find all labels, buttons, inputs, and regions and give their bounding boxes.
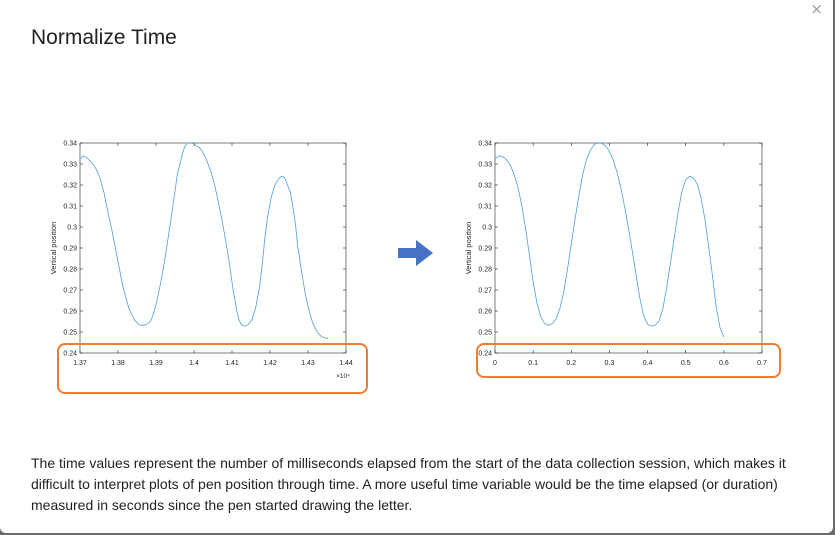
y-tick-label: 0.27 [63, 288, 77, 295]
right-arrow-icon [398, 240, 433, 266]
x-tick-label: 1.4 [189, 360, 199, 367]
chart-normalized-time: 0 0.1 0.2 0.3 0.4 0.5 0.6 0.7 0.24 0.25 0.26 0.27 0.… [464, 141, 767, 368]
y-tick-label: 0.28 [63, 267, 77, 274]
y-tick-label: 0.29 [478, 246, 492, 253]
x-tick-label: 1.42 [263, 360, 277, 367]
plot-frame [79, 142, 347, 354]
y-tick-label: 0.28 [478, 267, 492, 274]
y-tick-label: 0.24 [478, 351, 492, 358]
y-tick-label: 0.33 [63, 162, 77, 169]
x-tick-label: 0.4 [643, 360, 653, 367]
x-tick-label: 1.39 [149, 360, 163, 367]
y-tick-label: 0.3 [482, 225, 492, 232]
y-axis-label: Vertical position [464, 222, 473, 275]
x-tick-label: 1.43 [301, 360, 315, 367]
x-tick-label: 0.6 [719, 360, 729, 367]
y-tick-label: 0.32 [478, 183, 492, 190]
dialog-title: Normalize Time [31, 26, 177, 49]
y-tick-label: 0.26 [478, 309, 492, 316]
x-tick-label: 0.7 [757, 360, 767, 367]
x-tick-label: 1.38 [111, 360, 125, 367]
y-tick-label: 0.29 [63, 246, 77, 253]
y-tick-label: 0.34 [478, 141, 492, 148]
plot-frame [494, 142, 763, 354]
chart-original-time: 1.37 1.38 1.39 1.4 1.41 1.42 1.43 1.44 0.24 0.25 0… [49, 141, 353, 381]
close-icon[interactable]: × [810, 0, 823, 18]
highlight-box-normalized-axis [476, 343, 781, 378]
x-tick-label: 0.3 [605, 360, 615, 367]
y-tick-label: 0.34 [63, 141, 77, 148]
x-tick-label: 0 [493, 360, 497, 367]
description-text: The time values represent the number of … [31, 455, 786, 513]
x-tick-label: 0.5 [681, 360, 691, 367]
x-tick-label: 0.2 [566, 360, 576, 367]
x-tick-label: 1.41 [225, 360, 239, 367]
highlight-box-original-axis [57, 343, 368, 394]
y-tick-label: 0.26 [63, 309, 77, 316]
y-tick-label: 0.25 [63, 330, 77, 337]
x-tick-label: 0.1 [528, 360, 538, 367]
series-line [80, 142, 329, 339]
y-tick-label: 0.25 [478, 330, 492, 337]
y-axis-label: Vertical position [49, 222, 58, 275]
y-tick-label: 0.31 [63, 204, 77, 211]
y-tick-label: 0.32 [63, 183, 77, 190]
y-tick-label: 0.3 [67, 225, 77, 232]
x-multiplier-label: ×10⁴ [336, 373, 350, 380]
x-tick-label: 1.44 [339, 360, 353, 367]
y-tick-label: 0.33 [478, 162, 492, 169]
y-tick-label: 0.27 [478, 288, 492, 295]
y-tick-label: 0.24 [63, 351, 77, 358]
series-line [494, 142, 725, 338]
x-tick-label: 1.37 [73, 360, 87, 367]
y-tick-label: 0.31 [478, 204, 492, 211]
